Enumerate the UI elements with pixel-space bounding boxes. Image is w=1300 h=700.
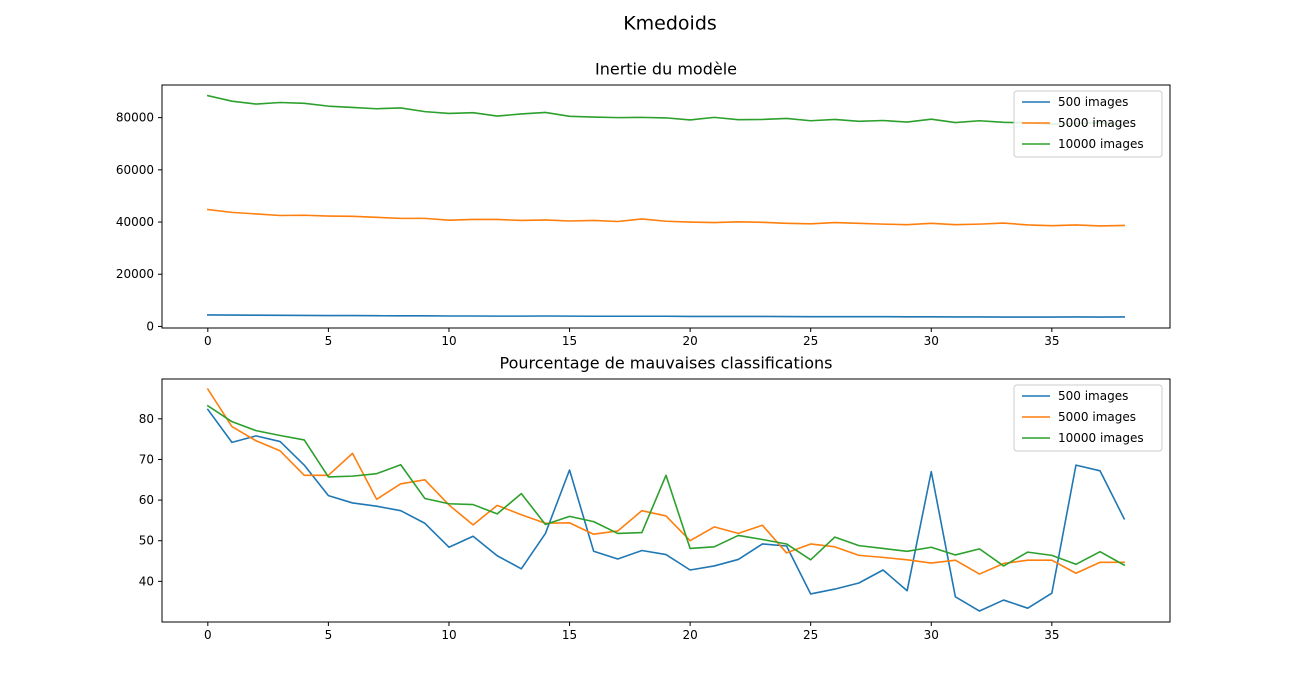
inertia-series-line-0 (207, 314, 1125, 318)
inertia-x-tick-label: 15 (562, 334, 577, 348)
inertia-y-tick-label: 80000 (116, 111, 154, 125)
inertia-chart-title: Inertie du modèle (595, 60, 737, 79)
misclass-legend-label-0: 500 images (1058, 389, 1128, 403)
inertia-legend-label-1: 5000 images (1058, 116, 1136, 130)
inertia-y-tick-label: 0 (146, 319, 154, 333)
misclass-y-tick-label: 40 (139, 574, 154, 588)
inertia-x-tick-label: 5 (325, 334, 333, 348)
misclass-x-tick-label: 5 (325, 628, 333, 642)
misclass-x-tick-label: 20 (682, 628, 697, 642)
inertia-legend-label-2: 10000 images (1058, 137, 1144, 151)
inertia-legend-label-0: 500 images (1058, 95, 1128, 109)
figure-suptitle: Kmedoids (623, 13, 717, 35)
misclass-y-tick-label: 70 (139, 452, 154, 466)
inertia-chart: Inertie du modèle 0 5 10 15 20 25 30 35 0 20000 40… (116, 60, 1171, 348)
misclass-series-line-1 (206, 388, 1125, 575)
misclass-x-tick-label: 15 (562, 628, 577, 642)
inertia-x-tick-label: 35 (1044, 334, 1059, 348)
misclass-series-line-2 (206, 404, 1126, 567)
inertia-x-tick-label: 0 (204, 334, 212, 348)
misclass-x-tick-label: 35 (1044, 628, 1059, 642)
inertia-x-tick-label: 20 (682, 334, 697, 348)
misclassification-chart-title: Pourcentage de mauvaises classifications (500, 354, 833, 373)
misclass-y-tick-label: 80 (139, 412, 154, 426)
misclass-x-tick-label: 10 (441, 628, 456, 642)
misclass-x-tick-label: 0 (204, 628, 212, 642)
inertia-y-tick-label: 60000 (116, 163, 154, 177)
inertia-series-line-2 (206, 94, 1126, 126)
misclass-series-line-0 (206, 408, 1126, 612)
inertia-series-line-1 (206, 208, 1125, 227)
inertia-legend: 500 images 5000 images 10000 images (1013, 90, 1163, 158)
inertia-x-tick-label: 30 (924, 334, 939, 348)
inertia-y-tick-label: 20000 (116, 267, 154, 281)
inertia-axes-frame (161, 84, 1171, 329)
misclass-legend-label-1: 5000 images (1058, 410, 1136, 424)
misclass-legend-box (1013, 384, 1163, 452)
misclass-x-tick-label: 25 (803, 628, 818, 642)
misclass-y-tick-label: 50 (139, 534, 154, 548)
inertia-legend-box (1013, 90, 1163, 158)
misclass-y-tick-label: 60 (139, 493, 154, 507)
inertia-x-tick-label: 10 (441, 334, 456, 348)
inertia-x-tick-label: 25 (803, 334, 818, 348)
misclassification-chart: Pourcentage de mauvaises classifications… (139, 354, 1171, 642)
misclass-legend: 500 images 5000 images 10000 images (1013, 384, 1163, 452)
misclass-x-tick-label: 30 (924, 628, 939, 642)
inertia-y-tick-label: 40000 (116, 215, 154, 229)
misclass-legend-label-2: 10000 images (1058, 431, 1144, 445)
